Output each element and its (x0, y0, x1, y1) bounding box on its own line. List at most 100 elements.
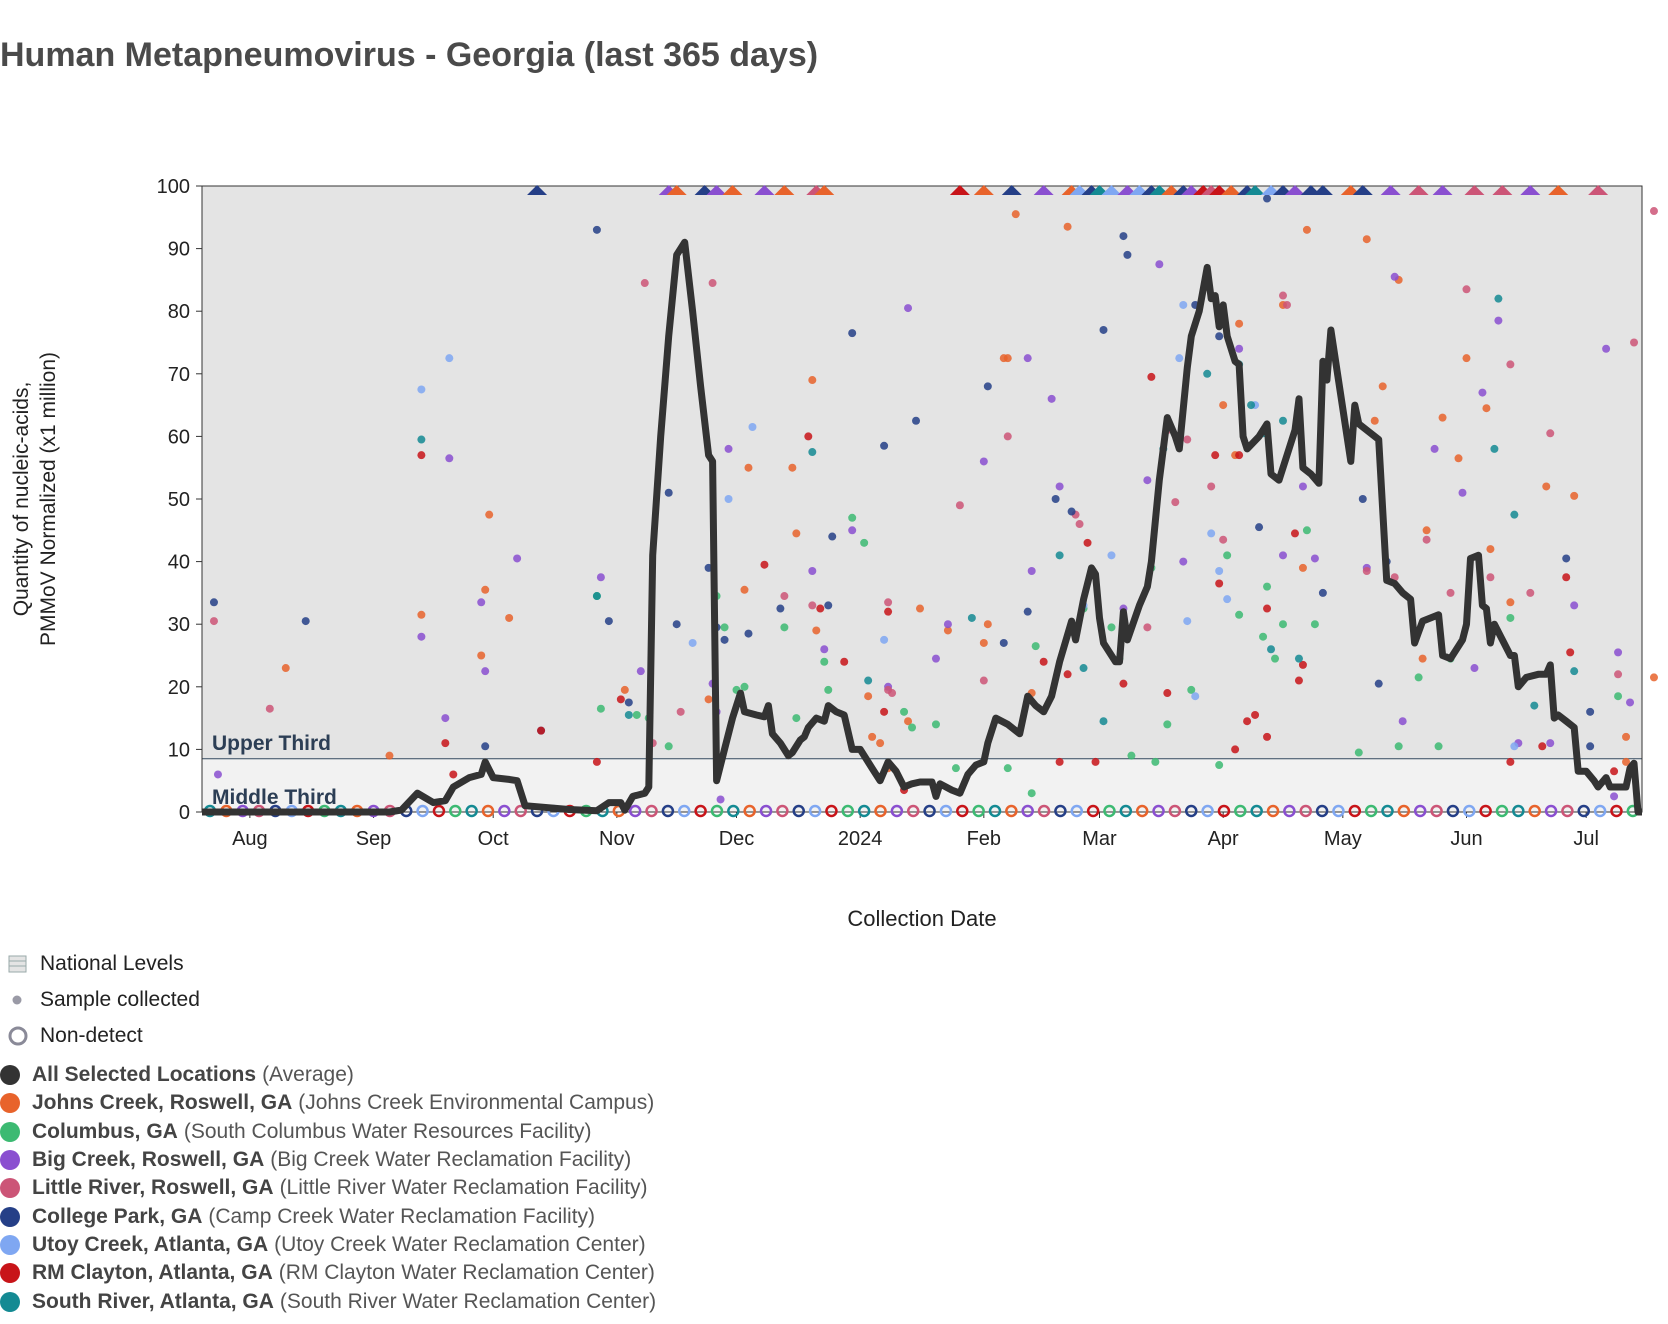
sample-point (1119, 679, 1128, 688)
sample-point (1422, 526, 1431, 535)
legend-location-5[interactable]: College Park, GA (Camp Creek Water Reclam… (0, 1202, 656, 1230)
band-swatch-icon (8, 954, 40, 974)
legend-location-0[interactable]: All Selected Locations (Average) (0, 1061, 656, 1089)
sample-point (1107, 551, 1116, 560)
sample-point (1155, 260, 1164, 269)
sample-point (1055, 757, 1064, 766)
legend-location-2[interactable]: Columbus, GA (South Columbus Water Resour… (0, 1118, 656, 1146)
location-color-dot (0, 1263, 20, 1284)
sample-point (592, 757, 601, 766)
above-range-triangle (774, 185, 795, 195)
sample-point (1047, 394, 1056, 403)
above-range-triangle (1284, 185, 1305, 195)
sample-point (1462, 285, 1471, 294)
sample-point (808, 601, 817, 610)
non-detect-marker (1185, 804, 1198, 818)
sample-point (1011, 210, 1020, 219)
location-facility: (RM Clayton Water Reclamation Center) (278, 1261, 655, 1285)
sample-point (1171, 498, 1180, 507)
above-range-triangle (722, 185, 743, 195)
location-name: Little River, Roswell, GA (32, 1176, 274, 1200)
sample-point (1490, 444, 1499, 453)
sample-point (1263, 604, 1272, 613)
sample-point (1310, 554, 1319, 563)
sample-point (445, 354, 454, 363)
sample-point (748, 423, 757, 432)
sample-point (1302, 526, 1311, 535)
non-detect-marker (1413, 804, 1427, 818)
y-axis-label-line: PMMoV Normalized (x1 million) (37, 352, 60, 646)
sample-point (1482, 404, 1491, 413)
sample-point (1278, 416, 1287, 425)
sample-point (485, 510, 494, 519)
band-0 (202, 186, 1642, 759)
sample-point (955, 501, 964, 510)
sample-point (1191, 692, 1200, 701)
legend-location-7[interactable]: RM Clayton, Atlanta, GA (RM Clayton Water… (0, 1259, 656, 1287)
sample-point (640, 279, 649, 288)
sample-point (477, 651, 486, 660)
x-tick-label: Apr (1208, 828, 1239, 850)
sample-point (1586, 707, 1595, 716)
band-label-middle: Middle Third (212, 786, 337, 809)
non-detect-marker (1577, 804, 1591, 818)
sample-point (1031, 642, 1040, 651)
sample-point (688, 638, 697, 647)
non-detect-marker (678, 804, 691, 818)
sample-point (1506, 613, 1515, 622)
above-range-triangle (666, 185, 687, 195)
legend-location-8[interactable]: South River, Atlanta, GA (South River Wat… (0, 1287, 656, 1315)
sample-point (1263, 194, 1272, 203)
legend-sample-collected[interactable]: Sample collected (8, 982, 200, 1018)
sample-point (1183, 617, 1192, 626)
above-range-triangle (754, 185, 775, 195)
sample-point (1263, 732, 1272, 741)
non-detect-marker (857, 804, 871, 818)
average-line (202, 238, 1642, 816)
sample-point (1390, 272, 1399, 281)
sample-point (1494, 294, 1503, 303)
sample-point (417, 610, 426, 619)
legend-location-4[interactable]: Little River, Roswell, GA (Little River W… (0, 1174, 656, 1202)
sample-point (1219, 401, 1228, 410)
sample-point (1003, 764, 1012, 773)
sample-point (1235, 344, 1244, 353)
sample-point (1179, 557, 1188, 566)
sample-point (1215, 579, 1224, 588)
non-detect-marker (988, 804, 1002, 818)
location-name: RM Clayton, Atlanta, GA (32, 1261, 273, 1285)
sample-point (1430, 444, 1439, 453)
sample-point (1243, 717, 1252, 726)
sample-point (983, 382, 992, 391)
y-axis-label-line: Quantity of nucleic-acids, (10, 382, 33, 617)
sample-point (1570, 667, 1579, 676)
legend-location-3[interactable]: Big Creek, Roswell, GA (Big Creek Water R… (0, 1146, 656, 1174)
sample-point (1362, 566, 1371, 575)
sample-point (720, 623, 729, 632)
sample-point (1298, 482, 1307, 491)
sample-point (1027, 566, 1036, 575)
sample-point (1649, 207, 1658, 216)
location-facility: (South River Water Reclamation Center) (279, 1289, 657, 1313)
sample-point (979, 457, 988, 466)
legend-location-1[interactable]: Johns Creek, Roswell, GA (Johns Creek Env… (0, 1089, 656, 1117)
location-color-dot (0, 1065, 20, 1086)
legend-national-levels[interactable]: National Levels (8, 946, 200, 982)
sample-point (445, 454, 454, 463)
sample-point (1302, 225, 1311, 234)
location-color-dot (0, 1206, 20, 1227)
legend-location-6[interactable]: Utoy Creek, Atlanta, GA (Utoy Creek Water… (0, 1231, 656, 1259)
sample-point (1255, 523, 1264, 532)
legend-non-detect[interactable]: Non-detect (8, 1018, 200, 1054)
x-axis-label: Collection Date (847, 906, 996, 931)
non-detect-marker (1283, 804, 1296, 818)
x-tick-label: 2024 (838, 828, 883, 850)
sample-point (1127, 751, 1136, 760)
sample-point (931, 720, 940, 729)
sample-point (979, 676, 988, 685)
sample-point (1434, 742, 1443, 751)
sample-point (1175, 354, 1184, 363)
sample-point (385, 751, 394, 760)
x-tick-label: Jun (1450, 828, 1482, 850)
sample-point (792, 529, 801, 538)
